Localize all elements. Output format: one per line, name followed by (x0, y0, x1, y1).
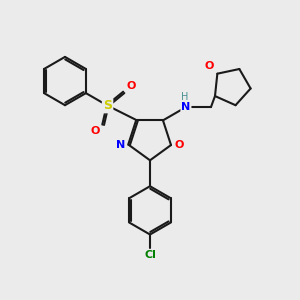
Text: S: S (103, 99, 112, 112)
Text: Cl: Cl (144, 250, 156, 260)
Text: N: N (181, 102, 190, 112)
Text: N: N (116, 140, 125, 150)
Text: O: O (204, 61, 214, 71)
Text: H: H (181, 92, 188, 102)
Text: O: O (91, 126, 100, 136)
Text: O: O (127, 81, 136, 91)
Text: O: O (175, 140, 184, 150)
